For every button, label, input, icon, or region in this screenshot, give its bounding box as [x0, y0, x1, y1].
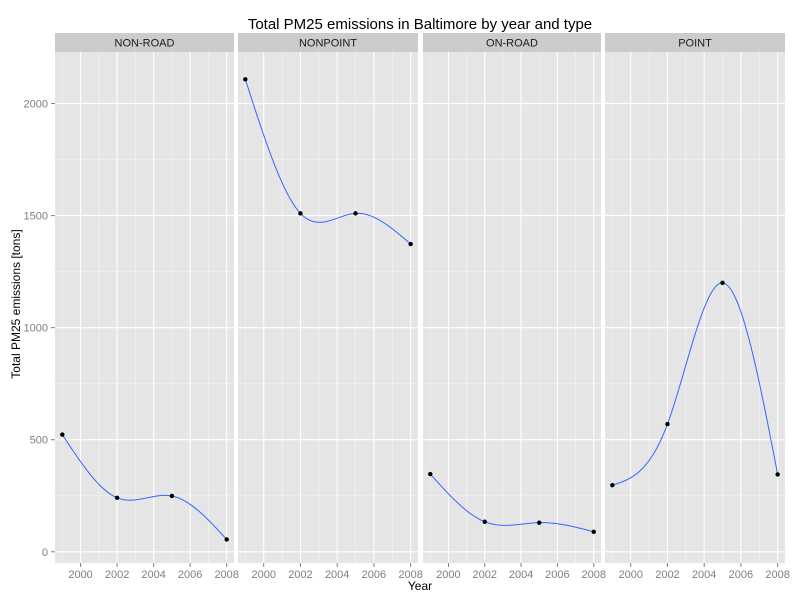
facet-strip [605, 33, 785, 52]
data-point [610, 483, 615, 488]
facet-panel-nonpoint: NONPOINT 2000 2002 2004 2006 2008 [238, 33, 423, 581]
data-point [665, 421, 670, 427]
x-tick-label: 2004 [509, 569, 533, 581]
chart-title: Total PM25 emissions in Baltimore by yea… [248, 16, 592, 33]
x-tick-label: 2006 [178, 569, 202, 581]
facet-strip [238, 33, 418, 52]
panel-background [238, 52, 418, 563]
x-tick-label: 2002 [655, 569, 679, 581]
x-tick-label: 2000 [68, 569, 92, 581]
data-point [591, 529, 596, 535]
x-tick-label: 2008 [765, 569, 789, 581]
x-tick-label: 2000 [618, 569, 642, 581]
x-tick-label: 2006 [362, 569, 386, 581]
data-point [353, 211, 358, 216]
data-point [114, 495, 120, 500]
facet-panel-on-road: ON-ROAD 2000 2002 2004 2006 2008 [423, 33, 606, 581]
x-tick-label: 2004 [692, 569, 716, 581]
x-tick-label: 2008 [398, 569, 422, 581]
x-tick-label: 2008 [214, 569, 238, 581]
x-tick-label: 2002 [473, 569, 497, 581]
panel-background [605, 52, 785, 563]
x-tick-label: 2004 [141, 569, 165, 581]
x-tick-label: 2006 [729, 569, 753, 581]
facet-strip-label: POINT [678, 38, 712, 50]
y-axis-title: Total PM25 emissions [tons] [9, 229, 23, 378]
series-line-point [612, 282, 779, 486]
series-line-on-road [429, 473, 594, 533]
data-point [408, 241, 413, 247]
x-tick-label: 2000 [251, 569, 275, 581]
panel-background [55, 52, 234, 563]
data-point [720, 280, 725, 286]
y-axis: 0 500 1000 1500 2000 [24, 99, 55, 559]
data-point [224, 537, 229, 542]
x-tick-label: 2004 [325, 569, 349, 581]
data-point [482, 519, 487, 524]
data-point [775, 472, 780, 477]
x-tick-label: 2006 [545, 569, 569, 581]
panel-background [423, 52, 601, 563]
data-point [169, 493, 175, 499]
plot-area: NON-ROAD 2000 2002 2004 2006 2008 NONPOINT 2000… [24, 33, 790, 581]
facet-strip [55, 33, 234, 52]
series-line-nonpoint [244, 79, 411, 245]
series-line-non-road [61, 434, 228, 540]
y-tick-label: 0 [42, 547, 48, 559]
facet-panel-non-road: NON-ROAD 2000 2002 2004 2006 2008 [55, 33, 239, 581]
facet-panel-point: POINT 2000 2002 2004 2006 2008 [605, 33, 790, 581]
x-axis-title: Year [408, 579, 432, 593]
x-tick-label: 2002 [105, 569, 129, 581]
facet-strip-label: ON-ROAD [486, 38, 538, 50]
data-point [298, 211, 303, 216]
data-point [428, 471, 433, 477]
facet-strip [423, 33, 601, 52]
facet-strip-label: NON-ROAD [115, 38, 175, 50]
x-tick-label: 2008 [581, 569, 605, 581]
x-tick-label: 2002 [288, 569, 312, 581]
y-tick-label: 2000 [24, 99, 48, 111]
x-tick-label: 2000 [436, 569, 460, 581]
data-point [537, 520, 542, 525]
y-tick-label: 1500 [24, 211, 48, 223]
y-tick-label: 1000 [24, 323, 48, 335]
data-point [243, 77, 248, 82]
data-point [60, 432, 65, 437]
y-tick-label: 500 [30, 435, 48, 447]
facet-strip-label: NONPOINT [299, 38, 357, 50]
